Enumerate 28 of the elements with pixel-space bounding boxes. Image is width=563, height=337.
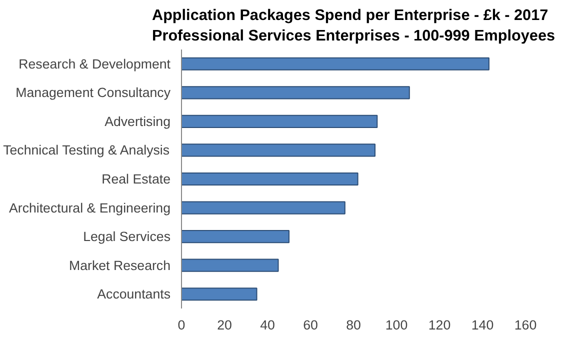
y-tick-label: Advertising — [104, 114, 171, 129]
bar — [182, 288, 258, 301]
y-tick-label: Market Research — [69, 258, 171, 273]
bar — [182, 230, 290, 244]
bar — [182, 114, 378, 128]
bar — [182, 258, 279, 272]
y-tick-label: Accountants — [97, 286, 171, 302]
x-tick-label: 120 — [428, 318, 451, 332]
bar — [182, 86, 410, 100]
y-tick-label: Management Consultancy — [16, 85, 171, 100]
x-tick-label: 60 — [303, 318, 318, 332]
x-tick-label: 100 — [385, 318, 408, 332]
chart-title: Application Packages Spend per Enterprise - £k - 2017 Professional Services Enterprises - 100-999 Employees — [152, 7, 555, 44]
y-tick-label: Real Estate — [102, 172, 171, 186]
bar — [182, 144, 376, 157]
y-tick-label: Architectural & Engineering — [8, 200, 171, 216]
x-tick-label: 160 — [514, 318, 537, 332]
x-tick-label: 20 — [217, 318, 232, 332]
bar — [182, 172, 358, 186]
bar — [182, 57, 490, 70]
x-tick-label: 40 — [260, 318, 275, 332]
x-tick-label: 140 — [471, 318, 494, 332]
y-tick-label: Research & Development — [18, 56, 171, 72]
x-tick-label: 0 — [178, 318, 186, 332]
y-tick-label: Technical Testing & Analysis — [3, 142, 170, 158]
x-tick-label: 80 — [346, 318, 361, 332]
y-tick-label: Legal Services — [83, 229, 171, 244]
bar — [182, 201, 346, 214]
